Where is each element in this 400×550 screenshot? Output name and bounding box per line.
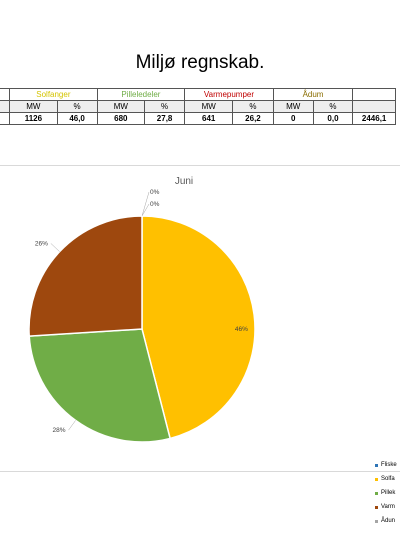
group-header-adum: Ådum (272, 88, 354, 101)
subheader-cell (352, 100, 396, 113)
group-header-empty (0, 88, 11, 101)
subheader-cell: % (312, 100, 354, 113)
value-cell: 2446,1 (352, 112, 396, 125)
value-cell (0, 112, 11, 125)
subheader-cell: % (56, 100, 98, 113)
legend-swatch (375, 519, 378, 523)
pie-slice-pillek (28, 328, 172, 443)
legend-label: Fliske (381, 462, 397, 468)
legend-item--dun: Ådun (375, 514, 397, 528)
subheader-cell: MW (184, 100, 234, 113)
legend-item-varm: Varm (375, 500, 397, 514)
legend-label: Pillek (381, 490, 396, 496)
leader-line--dun (141, 203, 150, 217)
pie-chart: Juni 0% 46% 28% 26% 0% (28, 176, 256, 443)
value-cell: 680 (96, 112, 146, 125)
data-label-solfa: 46% (235, 326, 248, 333)
subheader-cell: MW (272, 100, 314, 113)
chart-legend: Fliske Solfa Pillek Varm Ådun (375, 458, 397, 528)
legend-label: Varm (381, 504, 395, 510)
data-label--dun: 0% (150, 201, 160, 208)
legend-item-fliske: Fliske (375, 458, 397, 472)
pie-slice-solfa (141, 215, 256, 440)
subheader-cell: % (232, 100, 274, 113)
group-header-varmepumper: Varmepumper (184, 88, 274, 101)
group-header-solfanger: Solfanger (9, 88, 98, 101)
leader-line-varm (50, 243, 60, 252)
energy-summary-table: Solfanger Pilleledeler Varmepumper Ådum … (0, 88, 396, 125)
page-title: Miljø regnskab. (135, 52, 265, 73)
leader-line-pillek (68, 420, 76, 431)
chart-title: Juni (175, 176, 193, 187)
subheader-cell: % (143, 100, 186, 113)
legend-item-pillek: Pillek (375, 486, 397, 500)
leader-line-fliske (141, 191, 150, 217)
data-label-varm: 26% (35, 240, 48, 247)
pie-slice-varm (28, 215, 143, 337)
value-cell: 27,8 (143, 112, 186, 125)
legend-swatch (375, 505, 378, 509)
subheader-cell: MW (9, 100, 58, 113)
value-cell: 46,0 (56, 112, 98, 125)
legend-label: Ådun (381, 518, 396, 524)
subheader-cell: MW (96, 100, 146, 113)
value-cell: 0,0 (312, 112, 354, 125)
legend-swatch (375, 463, 378, 467)
pie-chart-panel: Juni 0% 46% 28% 26% 0% Fliske Solfa Pillek Varm… (0, 165, 400, 524)
data-label-pillek: 28% (53, 427, 66, 434)
group-header-total (352, 88, 396, 101)
subheader-cell (0, 100, 11, 113)
legend-swatch (375, 491, 378, 495)
value-cell: 641 (184, 112, 234, 125)
data-label-fliske: 0% (150, 189, 160, 196)
group-header-pilleledeler: Pilleledeler (96, 88, 186, 101)
value-cell: 1126 (9, 112, 58, 125)
legend-swatch (375, 477, 378, 481)
legend-label: Solfa (381, 476, 395, 482)
value-cell: 26,2 (232, 112, 274, 125)
legend-item-solfa: Solfa (375, 472, 397, 486)
value-cell: 0 (272, 112, 314, 125)
